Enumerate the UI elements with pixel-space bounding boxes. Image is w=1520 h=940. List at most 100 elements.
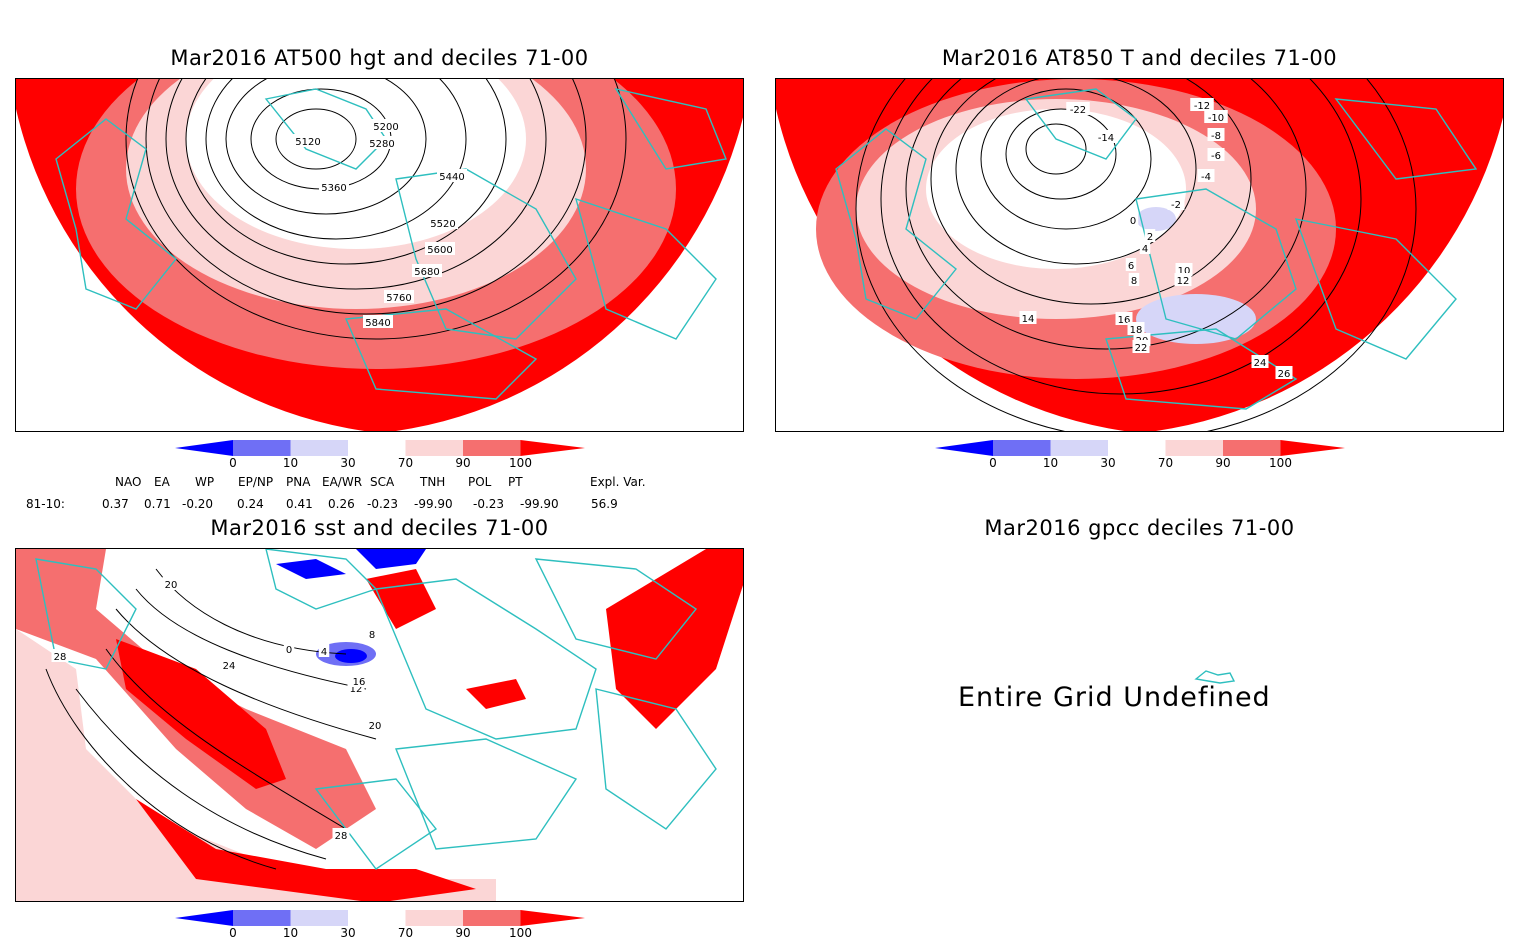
index-value: 56.9 (591, 497, 618, 511)
colorbar-tick-label: 90 (455, 926, 471, 940)
gpcc-undefined-message: Entire Grid Undefined (958, 682, 1271, 713)
contour-label-box (162, 577, 180, 590)
contour-label-box (1132, 340, 1150, 353)
index-header: EA/WR (322, 475, 363, 489)
index-header: EP/NP (238, 475, 274, 489)
contour-label-box (384, 290, 414, 303)
contour-label: 5520 (430, 219, 455, 230)
colorbar-swatch (233, 910, 291, 926)
contour-label-box (1019, 311, 1037, 324)
contour-label: 16 (1118, 315, 1131, 326)
colorbar-swatch (348, 440, 406, 456)
index-header: TNH (420, 475, 446, 489)
colorbar-tick-label: 100 (509, 456, 532, 470)
contour-label: 0 (1130, 216, 1136, 227)
colorbar-swatch (1223, 440, 1281, 456)
colorbar-swatch (993, 440, 1051, 456)
contour-label-box (1139, 241, 1151, 254)
colorbar-tick-label: 10 (1042, 456, 1059, 470)
contour-label: 5600 (427, 245, 452, 256)
contour-label: -8 (1211, 131, 1221, 142)
contour-label: 5680 (414, 267, 439, 278)
colorbar-swatch (290, 910, 348, 926)
contour-label-box (220, 658, 238, 671)
contour-label-box (1197, 169, 1215, 182)
contour-label: 4 (1142, 244, 1148, 255)
contour-label-box (366, 627, 378, 640)
contour-label-box (1128, 273, 1140, 286)
contour-label-box (51, 649, 69, 662)
contour-label: 5840 (365, 318, 390, 329)
gpcc-panel-title: Mar2016 gpcc deciles 71-00 (984, 516, 1295, 540)
hgt-map-panel: 5120 5200 5280 5360 5440 5520 5600 5680 5760 5840 (15, 78, 744, 432)
sst-colorbar: 0 10 30 70 90 100 (175, 910, 585, 940)
contour-label-box (1125, 258, 1137, 271)
index-value: -99.90 (414, 497, 453, 511)
index-header: EA (154, 475, 170, 489)
colorbar-swatch (1050, 440, 1108, 456)
sst-map-panel: 20 28 0 4 8 12 16 20 24 28 (15, 548, 744, 902)
contour-label: 22 (1135, 343, 1148, 354)
contour-label-box (1251, 355, 1269, 368)
contour-label-box (1190, 98, 1214, 111)
contour-label-box (1275, 366, 1293, 379)
colorbar-swatch (520, 440, 585, 456)
index-value: -0.23 (473, 497, 505, 511)
index-header: PT (508, 475, 523, 489)
colorbar-swatch (1280, 440, 1345, 456)
colorbar-swatch (935, 440, 993, 456)
hgt-panel-title: Mar2016 AT500 hgt and deciles 71-00 (170, 46, 589, 70)
contour-label-box (412, 264, 442, 277)
colorbar-tick-label: 30 (340, 456, 356, 470)
colorbar-tick-label: 10 (282, 456, 299, 470)
index-value: 0.24 (237, 497, 264, 511)
colorbar-swatch (175, 440, 233, 456)
contour-label: 28 (54, 652, 67, 663)
colorbar-swatch (520, 910, 585, 926)
contour-label: 16 (353, 677, 366, 688)
contour-label: 24 (1254, 358, 1267, 369)
contour-label: 5760 (386, 293, 411, 304)
colorbar-swatch (348, 910, 406, 926)
contour-label-box (425, 242, 455, 255)
contour-label: -4 (1201, 172, 1211, 183)
colorbar-swatch (405, 910, 463, 926)
colorbar-tick-label: 30 (1100, 456, 1116, 470)
colorbar-tick-label: 90 (1215, 456, 1231, 470)
contour-label: 12 (350, 684, 363, 695)
index-header: WP (195, 475, 215, 489)
contour-label-box (1207, 128, 1225, 141)
colorbar-swatch (405, 440, 463, 456)
index-header: SCA (370, 475, 395, 489)
contour-label: 28 (335, 831, 348, 842)
contour-label: 24 (223, 661, 236, 672)
hgt-colorbar: 0 10 30 70 90 100 (175, 440, 585, 480)
contour-label-box (283, 642, 295, 655)
contour-label: 18 (1130, 325, 1143, 336)
colorbar-tick-label: 0 (229, 926, 237, 940)
contour-label: 5360 (321, 183, 346, 194)
colorbar-tick-label: 30 (340, 926, 356, 940)
colorbar-tick-label: 10 (282, 926, 299, 940)
contour-label: -10 (1208, 113, 1224, 124)
colorbar-tick-label: 100 (1269, 456, 1292, 470)
indices-row-label: 81-10: (26, 497, 65, 511)
contour-label: 0 (286, 645, 292, 656)
contour-label-box (1174, 273, 1192, 286)
contour-label-box (1175, 263, 1193, 276)
colorbar-swatch (175, 910, 233, 926)
colorbar-swatch (233, 440, 291, 456)
contour-label: -12 (1194, 101, 1210, 112)
index-value: 0.37 (102, 497, 129, 511)
contour-label: 5440 (439, 172, 464, 183)
index-header: POL (468, 475, 492, 489)
colorbar-swatch (290, 440, 348, 456)
colorbar-swatch (1165, 440, 1223, 456)
contour-label-box (1167, 197, 1185, 210)
colorbar-tick-label: 0 (229, 456, 237, 470)
contour-label: 4 (321, 647, 327, 658)
contour-label: -22 (1070, 105, 1086, 116)
contour-label-box (1204, 110, 1228, 123)
index-value: 0.26 (328, 497, 355, 511)
contour-label: 8 (369, 630, 375, 641)
